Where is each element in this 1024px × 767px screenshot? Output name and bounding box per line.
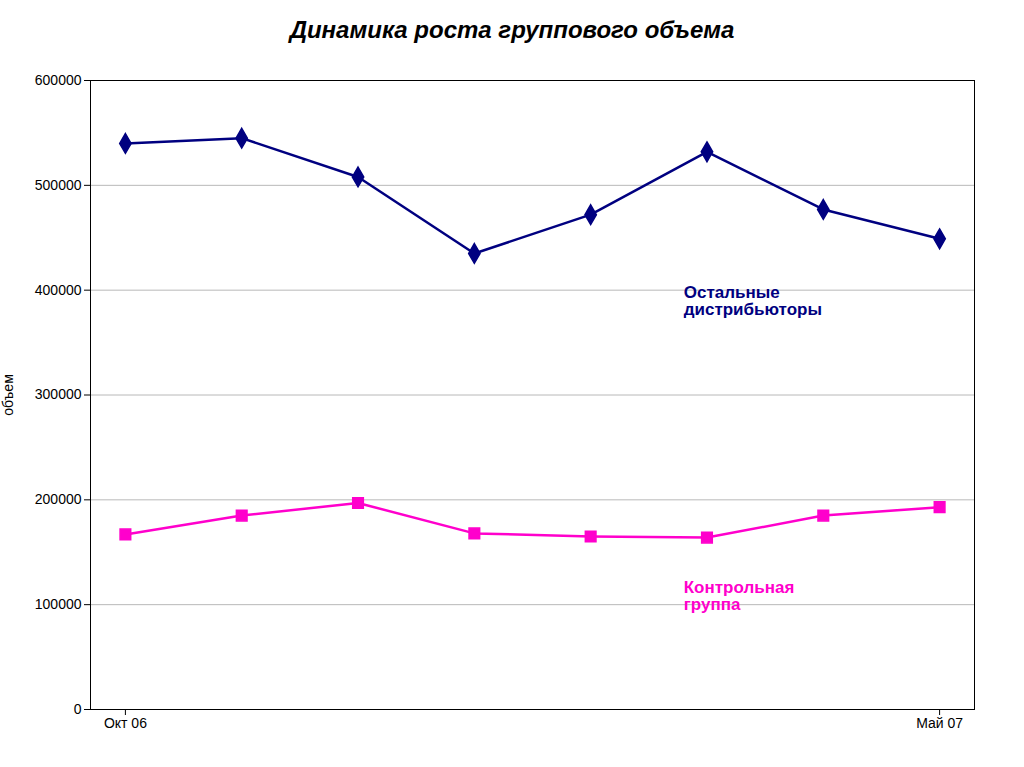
svg-text:600000: 600000	[35, 72, 82, 88]
svg-text:объем: объем	[0, 374, 16, 416]
svg-text:Май 07: Май 07	[916, 715, 963, 731]
svg-text:300000: 300000	[35, 386, 82, 402]
svg-text:100000: 100000	[35, 596, 82, 612]
svg-text:200000: 200000	[35, 491, 82, 507]
svg-text:500000: 500000	[35, 177, 82, 193]
svg-text:Контрольнаягруппа: Контрольнаягруппа	[684, 578, 795, 614]
svg-text:Остальныедистрибьюторы: Остальныедистрибьюторы	[684, 283, 822, 319]
svg-text:Окт 06: Окт 06	[104, 715, 147, 731]
svg-text:400000: 400000	[35, 282, 82, 298]
html-text:Динамика роста группового объе: Динамика роста группового объема	[289, 16, 735, 43]
svg-text:0: 0	[74, 701, 82, 717]
